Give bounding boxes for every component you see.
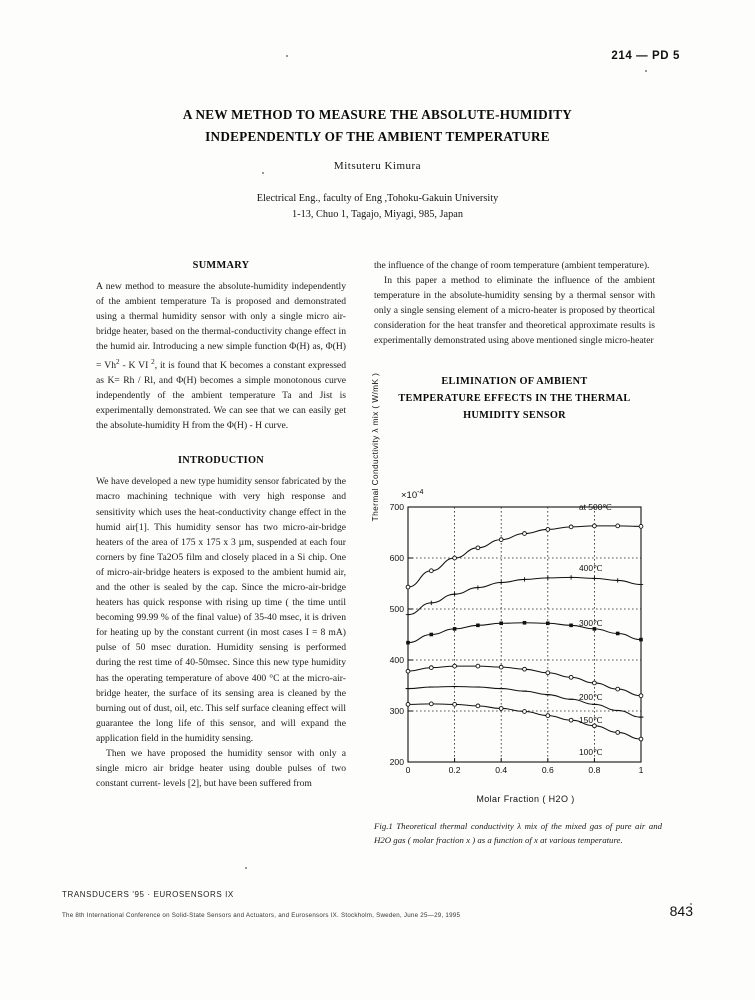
chart-series [405,523,644,590]
chart-x-tick-label: 0.4 [495,765,508,775]
scan-speck [245,867,247,869]
chart-series [405,701,644,742]
chart-y-tick-label: 400 [389,655,404,665]
chart-x-tick-label: 0 [405,765,411,775]
chart-plot-area: 200 300 400 500 600 700 0 0.2 0.4 0.6 0.8 1 at 500… [390,502,644,775]
chart-series-label: 300℃ [579,617,603,628]
chart-canvas [405,506,644,763]
chart-series [405,575,644,617]
summary-formula-vh: Vh [104,359,117,371]
figure-1: Thermal Conductivity λ mix ( W/mK ) ×10-… [370,373,664,817]
chart-y-exponent: ×10-4 [401,487,424,501]
elimination-heading: ELIMINATION OF AMBIENT TEMPERATURE EFFEC… [374,373,655,424]
scan-speck [690,903,692,905]
chart-series-label: 150℃ [579,715,603,726]
column-left: SUMMARY A new method to measure the abso… [96,258,346,791]
chart-y-tick-label: 600 [389,553,404,563]
right-paragraph-1: the influence of the change of room temp… [374,260,650,271]
summary-text-a: A new method to measure the absolute-hum… [96,281,346,371]
chart-x-tick-label: 0.2 [448,765,461,775]
chart-series-label: 200℃ [579,691,603,702]
chart-x-tick-label: 1 [638,765,644,775]
exponent-power: -4 [417,487,424,496]
elimination-heading-line-3: HUMIDITY SENSOR [463,409,566,421]
chart-y-tick-label: 700 [389,502,404,512]
exponent-base: ×10 [401,490,418,502]
chart-series-label: 400℃ [579,562,603,573]
chart-y-tick-label: 200 [389,757,404,767]
chart-y-tick-label: 500 [389,604,404,614]
affiliation: Electrical Eng., faculty of Eng ,Tohoku-… [70,191,685,223]
chart-y-tick-label: 300 [389,706,404,716]
scan-speck [645,70,647,72]
chart-series [405,685,644,718]
footer-page-number: 843 [669,903,693,919]
introduction-heading: INTRODUCTION [178,455,264,467]
summary-paragraph: A new method to measure the absolute-hum… [96,279,346,433]
affiliation-line-2: 1-13, Chuo 1, Tagajo, Miyagi, 985, Japan [292,209,463,220]
chart-y-axis-label: Thermal Conductivity λ mix ( W/mK ) [370,372,380,522]
scan-speck [262,172,264,174]
scan-speck [286,55,288,57]
elimination-heading-line-1: ELIMINATION OF AMBIENT [441,375,588,387]
title-line-2: INDEPENDENTLY OF THE AMBIENT TEMPERATURE [205,129,550,144]
chart-series-label: 100℃ [579,747,603,758]
summary-formula-mid: - K VI [119,359,152,371]
chart-series-label: at 500℃ [579,502,612,513]
chart-x-tick-label: 0.8 [588,765,601,775]
page-code: 214 — PD 5 [611,50,680,62]
page-title: A NEW METHOD TO MEASURE THE ABSOLUTE-HUM… [70,104,685,148]
summary-formula-exp-2: 2 [151,357,155,366]
chart-x-axis-label: Molar Fraction ( H2O ) [476,794,575,804]
summary-formula-exp-1: 2 [116,357,120,366]
column-right: the influence of the change of room temp… [374,258,655,432]
author-name: Mitsuteru Kimura [333,160,422,172]
elimination-heading-line-2: TEMPERATURE EFFECTS IN THE THERMAL [398,392,631,404]
introduction-paragraph-1: We have developed a new type humidity se… [96,476,346,744]
chart-series [405,663,644,699]
summary-heading: SUMMARY [192,260,250,271]
affiliation-line-1: Electrical Eng., faculty of Eng ,Tohoku-… [256,193,499,204]
chart-series [406,620,643,645]
introduction-paragraph-2: Then we have proposed the humidity senso… [96,748,346,790]
figure-caption: Fig.1 Theoretical thermal conductivity λ… [374,821,662,845]
title-line-1: A NEW METHOD TO MEASURE THE ABSOLUTE-HUM… [182,107,573,122]
chart-x-tick-label: 0.6 [541,765,554,775]
footer-conference: TRANSDUCERS '95 · EUROSENSORS IX [62,890,234,899]
summary-text-b: , it is found that K becomes a constant … [96,359,346,432]
right-paragraph-2: In this paper a method to eliminate the … [374,275,655,347]
footer-subline: The 8th International Conference on Soli… [62,912,461,919]
